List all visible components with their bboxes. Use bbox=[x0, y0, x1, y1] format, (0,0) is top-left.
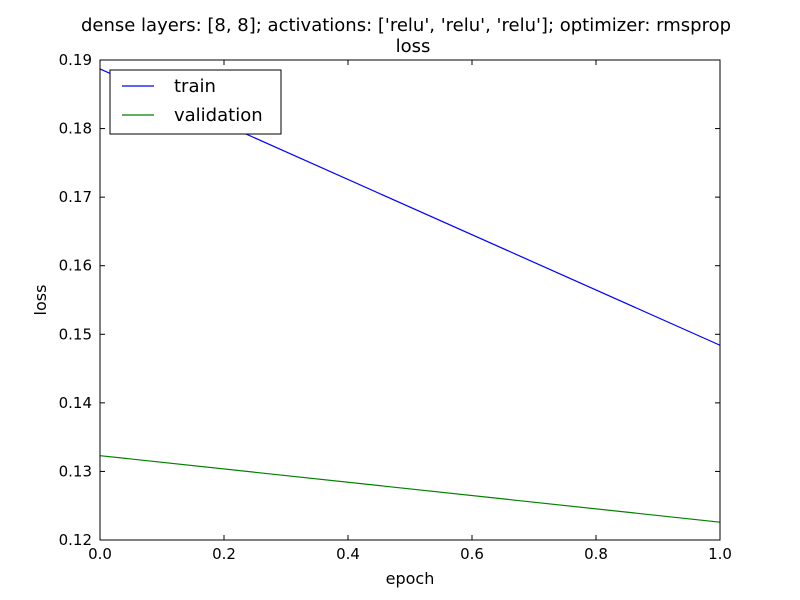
y-axis-label: loss bbox=[31, 285, 50, 316]
y-tick-label: 0.15 bbox=[59, 325, 92, 343]
y-tick-label: 0.18 bbox=[59, 120, 92, 138]
legend: train validation bbox=[109, 69, 282, 135]
plot-frame bbox=[99, 59, 721, 541]
x-axis: 0.0 0.2 0.4 0.6 0.8 1.0 bbox=[88, 60, 732, 563]
x-tick-label: 0.2 bbox=[212, 545, 236, 563]
chart-title: dense layers: [8, 8]; activations: ['rel… bbox=[81, 15, 731, 36]
legend-box bbox=[109, 69, 282, 135]
plot-area bbox=[99, 68, 721, 523]
y-tick-label: 0.19 bbox=[59, 51, 92, 69]
x-tick-label: 1.0 bbox=[708, 545, 732, 563]
x-tick-label: 0.0 bbox=[88, 545, 112, 563]
y-tick-label: 0.14 bbox=[59, 394, 92, 412]
chart-subtitle: loss bbox=[396, 36, 431, 57]
x-tick-label: 0.4 bbox=[336, 545, 360, 563]
y-tick-label: 0.17 bbox=[59, 188, 92, 206]
legend-label-train: train bbox=[174, 76, 216, 97]
series-line-validation bbox=[99, 455, 721, 523]
x-tick-label: 0.8 bbox=[584, 545, 608, 563]
y-tick-label: 0.12 bbox=[59, 531, 92, 549]
y-tick-label: 0.13 bbox=[59, 462, 92, 480]
y-tick-label: 0.16 bbox=[59, 257, 92, 275]
x-axis-label: epoch bbox=[386, 569, 435, 588]
x-tick-label: 0.6 bbox=[460, 545, 484, 563]
y-axis: 0.12 0.13 0.14 0.15 0.16 0.17 0.18 0.19 bbox=[59, 51, 720, 549]
legend-label-validation: validation bbox=[174, 105, 263, 126]
